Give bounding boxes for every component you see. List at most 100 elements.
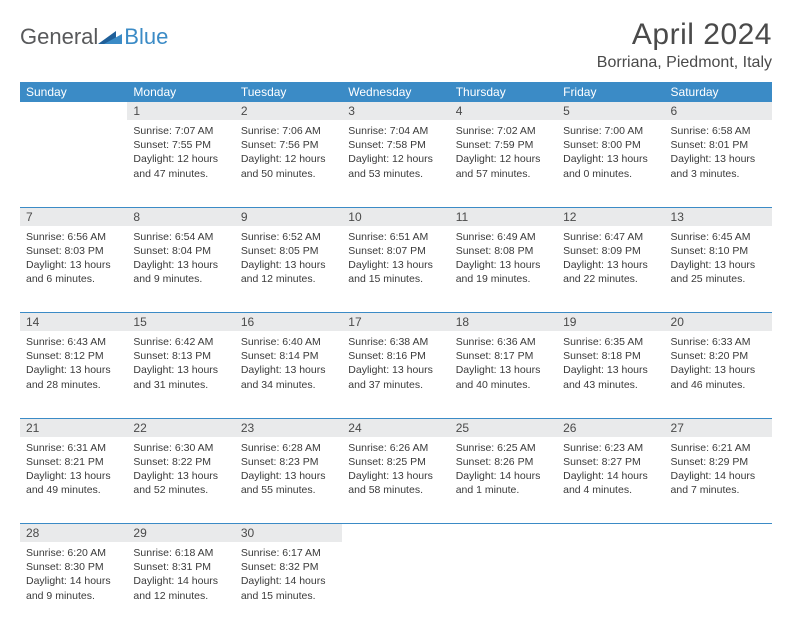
title-block: April 2024 Borriana, Piedmont, Italy [597,18,772,72]
daylight-line: Daylight: 14 hours and 4 minutes. [563,469,658,497]
day-header: Saturday [665,82,772,102]
day-cell: Sunrise: 7:07 AMSunset: 7:55 PMDaylight:… [127,121,234,207]
day-number: 18 [450,313,557,332]
daynum-cell: 19 [557,313,664,332]
daynum-cell: 8 [127,208,234,227]
sunset-line: Sunset: 7:59 PM [456,138,551,152]
sunset-line: Sunset: 8:01 PM [671,138,766,152]
sunrise-line: Sunrise: 6:45 AM [671,230,766,244]
daynum-cell: 11 [450,208,557,227]
day-number [342,524,449,529]
day-details: Sunrise: 6:33 AMSunset: 8:20 PMDaylight:… [665,332,772,398]
daynum-cell [557,524,664,543]
daynum-cell: 27 [665,419,772,438]
daynum-cell: 3 [342,102,449,121]
sunrise-line: Sunrise: 6:28 AM [241,441,336,455]
day-number: 25 [450,419,557,438]
day-cell: Sunrise: 6:23 AMSunset: 8:27 PMDaylight:… [557,438,664,524]
day-number: 19 [557,313,664,332]
day-cell [20,121,127,207]
day-number: 23 [235,419,342,438]
sunset-line: Sunset: 8:17 PM [456,349,551,363]
day-cell: Sunrise: 6:43 AMSunset: 8:12 PMDaylight:… [20,332,127,418]
daynum-cell: 7 [20,208,127,227]
day-number [557,524,664,529]
page-title: April 2024 [597,18,772,52]
day-number: 29 [127,524,234,543]
day-number: 15 [127,313,234,332]
day-cell: Sunrise: 6:38 AMSunset: 8:16 PMDaylight:… [342,332,449,418]
day-number: 24 [342,419,449,438]
daylight-line: Daylight: 13 hours and 0 minutes. [563,152,658,180]
day-number: 5 [557,102,664,121]
sunset-line: Sunset: 8:00 PM [563,138,658,152]
day-number: 30 [235,524,342,543]
sunset-line: Sunset: 8:04 PM [133,244,228,258]
daynum-cell: 9 [235,208,342,227]
day-details: Sunrise: 6:49 AMSunset: 8:08 PMDaylight:… [450,227,557,293]
sunrise-line: Sunrise: 6:35 AM [563,335,658,349]
logo: General Blue [20,24,168,50]
daylight-line: Daylight: 13 hours and 19 minutes. [456,258,551,286]
daynum-row: 282930 [20,524,772,543]
daynum-cell: 18 [450,313,557,332]
day-cell: Sunrise: 6:52 AMSunset: 8:05 PMDaylight:… [235,227,342,313]
daynum-cell [342,524,449,543]
daynum-cell: 16 [235,313,342,332]
day-details: Sunrise: 6:20 AMSunset: 8:30 PMDaylight:… [20,543,127,609]
day-cell: Sunrise: 7:04 AMSunset: 7:58 PMDaylight:… [342,121,449,207]
sunset-line: Sunset: 8:16 PM [348,349,443,363]
day-details: Sunrise: 7:06 AMSunset: 7:56 PMDaylight:… [235,121,342,187]
daynum-row: 123456 [20,102,772,121]
day-number: 13 [665,208,772,227]
sunrise-line: Sunrise: 6:54 AM [133,230,228,244]
daynum-cell: 26 [557,419,664,438]
daynum-cell: 6 [665,102,772,121]
daynum-cell: 2 [235,102,342,121]
day-cell: Sunrise: 7:00 AMSunset: 8:00 PMDaylight:… [557,121,664,207]
sunset-line: Sunset: 8:10 PM [671,244,766,258]
day-cell: Sunrise: 7:06 AMSunset: 7:56 PMDaylight:… [235,121,342,207]
day-number [450,524,557,529]
day-details: Sunrise: 6:26 AMSunset: 8:25 PMDaylight:… [342,438,449,504]
day-number: 21 [20,419,127,438]
daylight-line: Daylight: 13 hours and 31 minutes. [133,363,228,391]
sunset-line: Sunset: 8:07 PM [348,244,443,258]
day-cell: Sunrise: 6:35 AMSunset: 8:18 PMDaylight:… [557,332,664,418]
sunrise-line: Sunrise: 6:36 AM [456,335,551,349]
day-cell: Sunrise: 6:58 AMSunset: 8:01 PMDaylight:… [665,121,772,207]
day-cell: Sunrise: 6:40 AMSunset: 8:14 PMDaylight:… [235,332,342,418]
day-body-row: Sunrise: 6:56 AMSunset: 8:03 PMDaylight:… [20,227,772,313]
day-cell: Sunrise: 6:33 AMSunset: 8:20 PMDaylight:… [665,332,772,418]
day-details: Sunrise: 6:40 AMSunset: 8:14 PMDaylight:… [235,332,342,398]
daynum-cell: 10 [342,208,449,227]
day-details: Sunrise: 6:42 AMSunset: 8:13 PMDaylight:… [127,332,234,398]
day-body-row: Sunrise: 6:31 AMSunset: 8:21 PMDaylight:… [20,438,772,524]
day-details: Sunrise: 6:30 AMSunset: 8:22 PMDaylight:… [127,438,234,504]
day-number: 8 [127,208,234,227]
day-number: 6 [665,102,772,121]
sunset-line: Sunset: 8:09 PM [563,244,658,258]
sunrise-line: Sunrise: 6:30 AM [133,441,228,455]
day-header: Tuesday [235,82,342,102]
day-number: 9 [235,208,342,227]
daynum-cell: 14 [20,313,127,332]
day-number: 3 [342,102,449,121]
day-header: Monday [127,82,234,102]
daylight-line: Daylight: 14 hours and 1 minute. [456,469,551,497]
sunrise-line: Sunrise: 6:20 AM [26,546,121,560]
sunset-line: Sunset: 8:21 PM [26,455,121,469]
daynum-cell: 5 [557,102,664,121]
sunset-line: Sunset: 8:26 PM [456,455,551,469]
daynum-cell [450,524,557,543]
day-cell: Sunrise: 6:56 AMSunset: 8:03 PMDaylight:… [20,227,127,313]
day-header: Sunday [20,82,127,102]
daynum-cell: 21 [20,419,127,438]
daynum-cell: 20 [665,313,772,332]
day-details: Sunrise: 6:47 AMSunset: 8:09 PMDaylight:… [557,227,664,293]
day-cell: Sunrise: 6:47 AMSunset: 8:09 PMDaylight:… [557,227,664,313]
sunrise-line: Sunrise: 7:00 AM [563,124,658,138]
logo-triangle-icon [98,28,122,49]
daynum-cell: 4 [450,102,557,121]
sunset-line: Sunset: 8:03 PM [26,244,121,258]
